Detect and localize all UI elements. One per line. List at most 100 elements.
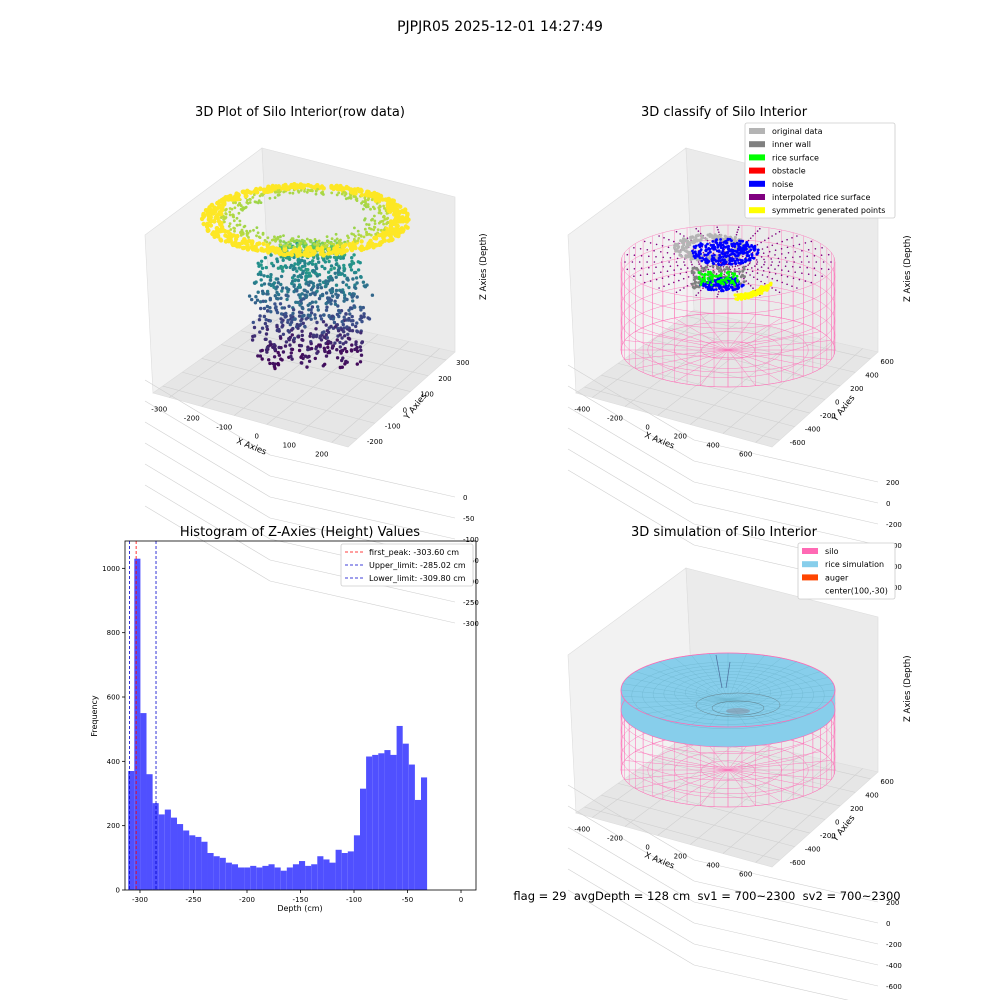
grid-line: [269, 454, 456, 498]
interpolated-point: [698, 263, 700, 265]
histogram-bar: [219, 857, 226, 890]
grid-line: [601, 794, 795, 847]
panel1-xlabel: X Axies: [235, 437, 268, 458]
data-point: [273, 302, 277, 306]
symmetric-point: [736, 297, 740, 301]
data-point: [309, 311, 314, 315]
data-point: [355, 345, 359, 350]
symmetric-point: [753, 293, 758, 297]
data-point: [333, 341, 337, 345]
panel2-classified-points: [624, 226, 832, 301]
data-point: [334, 288, 339, 293]
data-point: [235, 216, 239, 220]
data-point: [348, 292, 352, 296]
inner-wall-point: [716, 265, 719, 269]
data-point: [374, 232, 378, 236]
y-tick-label: -600: [790, 859, 806, 867]
data-point: [256, 290, 260, 294]
histogram-bar: [280, 870, 287, 890]
data-point: [250, 297, 254, 302]
data-point: [345, 297, 349, 302]
data-point: [341, 280, 345, 284]
interpolated-point: [709, 242, 711, 244]
histogram-bar: [231, 864, 239, 890]
original-point: [696, 234, 700, 237]
interpolated-point: [756, 230, 759, 232]
noise-point: [702, 258, 706, 261]
data-point: [357, 233, 361, 237]
symmetric-point: [743, 292, 748, 296]
data-point: [338, 340, 342, 345]
interpolated-point: [653, 261, 656, 263]
symmetric-point: [763, 288, 767, 292]
y-tick-label: 200: [438, 375, 451, 383]
data-point: [265, 327, 270, 332]
data-point: [311, 291, 315, 295]
inner-wall-point: [700, 266, 704, 270]
data-point: [400, 219, 406, 224]
data-point: [259, 306, 263, 311]
panel3-title: Histogram of Z-Axies (Height) Values: [180, 525, 420, 540]
data-point: [281, 286, 285, 290]
histogram-bar: [183, 830, 190, 890]
data-point: [236, 196, 241, 202]
data-point: [324, 308, 329, 312]
data-point: [373, 214, 376, 218]
data-point: [329, 341, 333, 345]
data-point: [318, 314, 323, 318]
noise-point: [711, 261, 715, 265]
data-point: [325, 305, 329, 309]
noise-point: [694, 252, 698, 256]
data-point: [382, 228, 386, 232]
data-point: [377, 221, 381, 225]
data-point: [264, 265, 268, 270]
data-point: [335, 237, 339, 241]
data-point: [353, 240, 357, 243]
data-point: [237, 211, 241, 215]
data-point: [359, 239, 364, 244]
data-point: [265, 324, 269, 329]
interpolated-point: [762, 270, 765, 272]
data-point: [348, 312, 352, 316]
legend-swatch: [802, 548, 818, 554]
interpolated-point: [757, 268, 759, 271]
data-point: [247, 294, 252, 298]
data-point: [317, 239, 321, 243]
data-point: [227, 236, 233, 242]
histogram-bar: [262, 865, 269, 890]
noise-point: [733, 261, 737, 264]
data-point: [298, 252, 303, 257]
noise-point: [693, 250, 697, 254]
data-point: [327, 259, 331, 264]
x-tick-label: -250: [186, 896, 202, 904]
data-point: [300, 264, 305, 269]
inner-wall-point: [691, 285, 695, 289]
data-point: [396, 233, 401, 239]
data-point: [354, 276, 359, 280]
interpolated-point: [736, 291, 738, 293]
data-point: [323, 241, 327, 245]
data-point: [335, 243, 340, 249]
data-point: [373, 226, 377, 229]
data-point: [330, 314, 335, 318]
rice-mesh-radial: [627, 699, 729, 703]
data-point: [355, 362, 359, 366]
data-point: [344, 340, 348, 344]
data-point: [266, 236, 270, 240]
data-point: [274, 190, 277, 194]
data-point: [210, 209, 215, 214]
rice-mesh-radial: [627, 677, 729, 701]
data-point: [231, 215, 235, 218]
data-point: [340, 244, 345, 249]
data-point: [310, 305, 315, 309]
interpolated-point: [687, 276, 690, 278]
data-point: [347, 285, 351, 290]
rice-surface-point: [733, 272, 737, 276]
data-point: [312, 284, 316, 288]
panel3-legend: first_peak: -303.60 cm Upper_limit: -285.…: [340, 543, 474, 587]
interpolated-point: [633, 254, 636, 256]
y-tick-label: 0: [835, 819, 839, 827]
interpolated-point: [786, 283, 788, 286]
data-point: [353, 237, 356, 241]
